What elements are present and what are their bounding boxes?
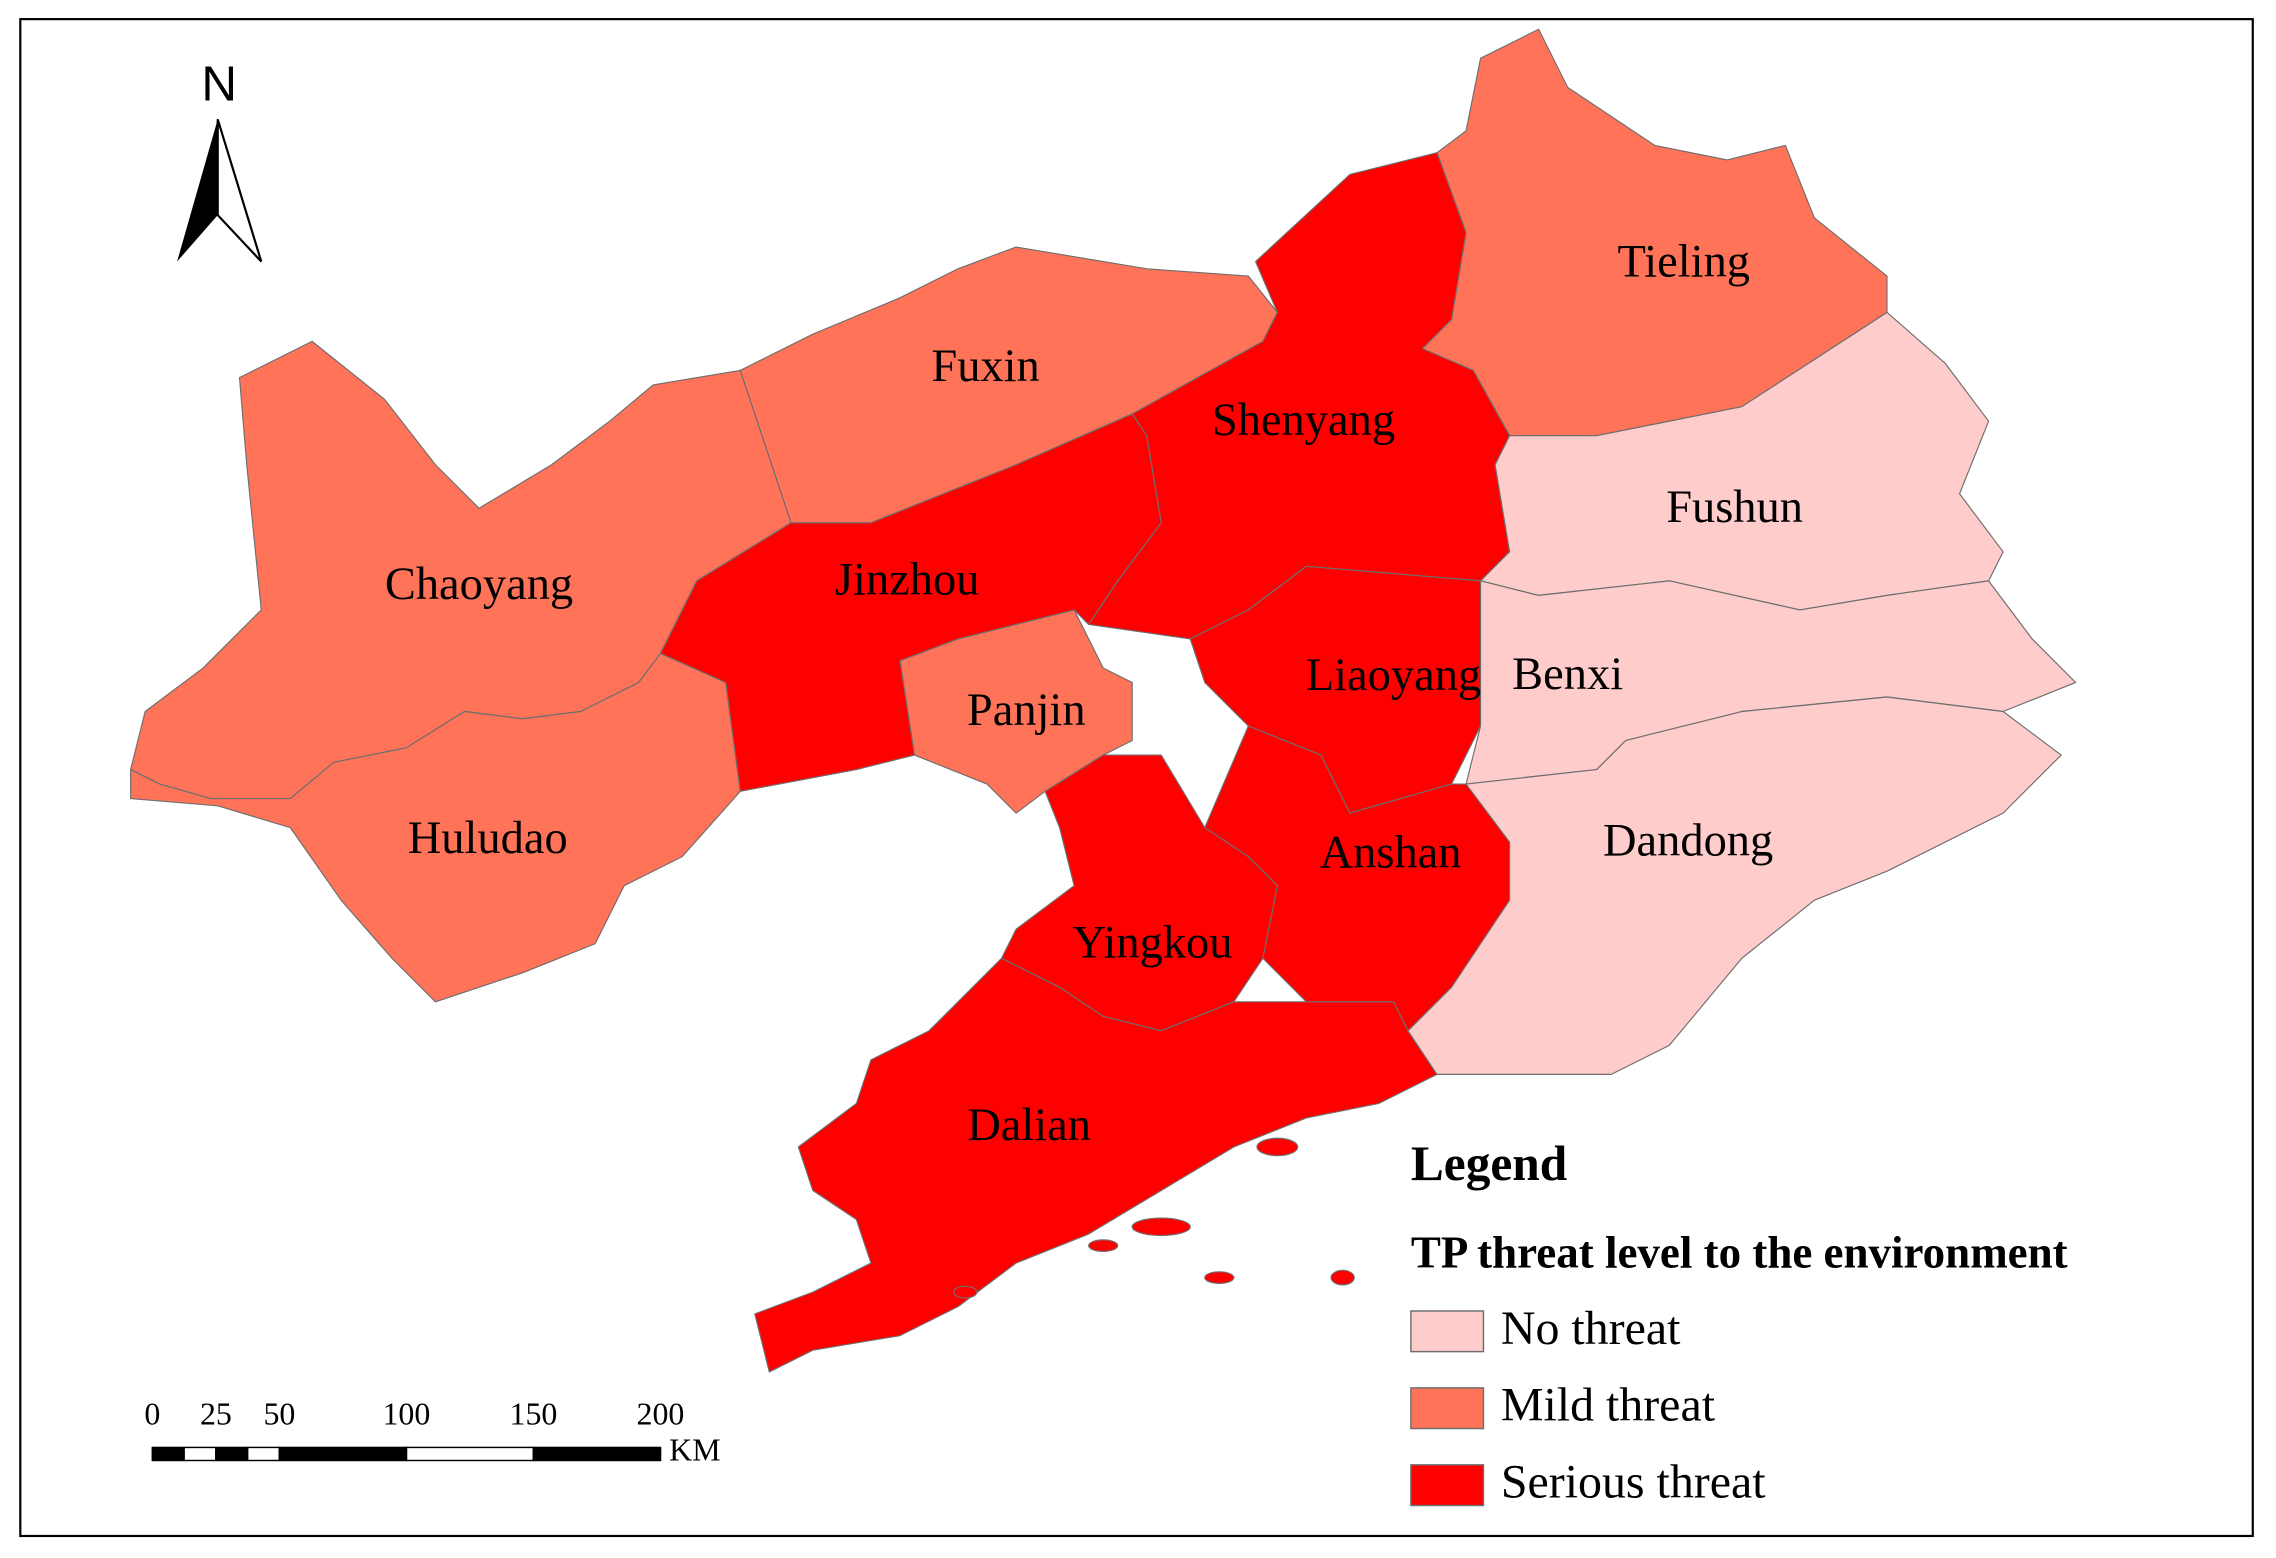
north-label: N [201,56,237,111]
region-label: Fushun [1666,482,1803,533]
region-label: Benxi [1512,649,1623,700]
region-label: Dandong [1603,816,1773,867]
scale-segment [183,1446,217,1462]
island [1131,1217,1191,1237]
legend: Legend TP threat level to the environmen… [1410,1136,2068,1509]
scale-label: 50 [263,1396,295,1431]
legend-swatch [1410,1310,1485,1353]
region-label: Fuxin [931,341,1039,392]
legend-items: No threat Mild threat Serious threat [1410,1302,1766,1509]
scale-segment [278,1446,408,1462]
region-shape [754,957,1438,1373]
scale-label: 150 [509,1396,557,1431]
legend-title: Legend [1411,1136,1567,1191]
region-label: Shenyang [1212,395,1395,446]
legend-label: No threat [1501,1302,1681,1355]
scale-segment [405,1446,535,1462]
region-label: Dalian [967,1100,1091,1151]
scale-unit: KM [669,1433,720,1468]
scale-label: 0 [144,1396,160,1431]
scale-label: 100 [382,1396,430,1431]
scale-segment [151,1446,185,1462]
region-label: Jinzhou [835,554,979,605]
regions [130,28,2077,1373]
scale-label: 25 [200,1396,232,1431]
legend-label: Mild threat [1501,1379,1716,1432]
legend-label: Serious threat [1501,1456,1766,1509]
region-shape [1407,696,2062,1075]
region-label: Liaoyang [1306,650,1481,701]
scale-segment [215,1446,249,1462]
island [953,1285,978,1299]
region-shape [659,413,1162,792]
region-label: Chaoyang [385,559,573,610]
legend-swatch [1410,1464,1485,1507]
island [1256,1137,1299,1157]
scale-segment [246,1446,281,1462]
island [1088,1239,1119,1253]
scale-segment [532,1446,662,1462]
island [1330,1269,1355,1286]
region-label: Panjin [967,685,1086,736]
region-label: Anshan [1320,827,1462,878]
region-label: Huludao [408,813,568,864]
legend-subtitle: TP threat level to the environment [1411,1228,2068,1278]
island [1204,1271,1235,1284]
region-label: Yingkou [1073,917,1233,968]
legend-swatch [1410,1387,1485,1430]
scale-label: 200 [637,1396,685,1431]
region-labels: Chaoyang Huludao Fuxin Tieling Panjin Shenyan… [385,237,1803,1152]
region-label: Tieling [1618,237,1751,288]
